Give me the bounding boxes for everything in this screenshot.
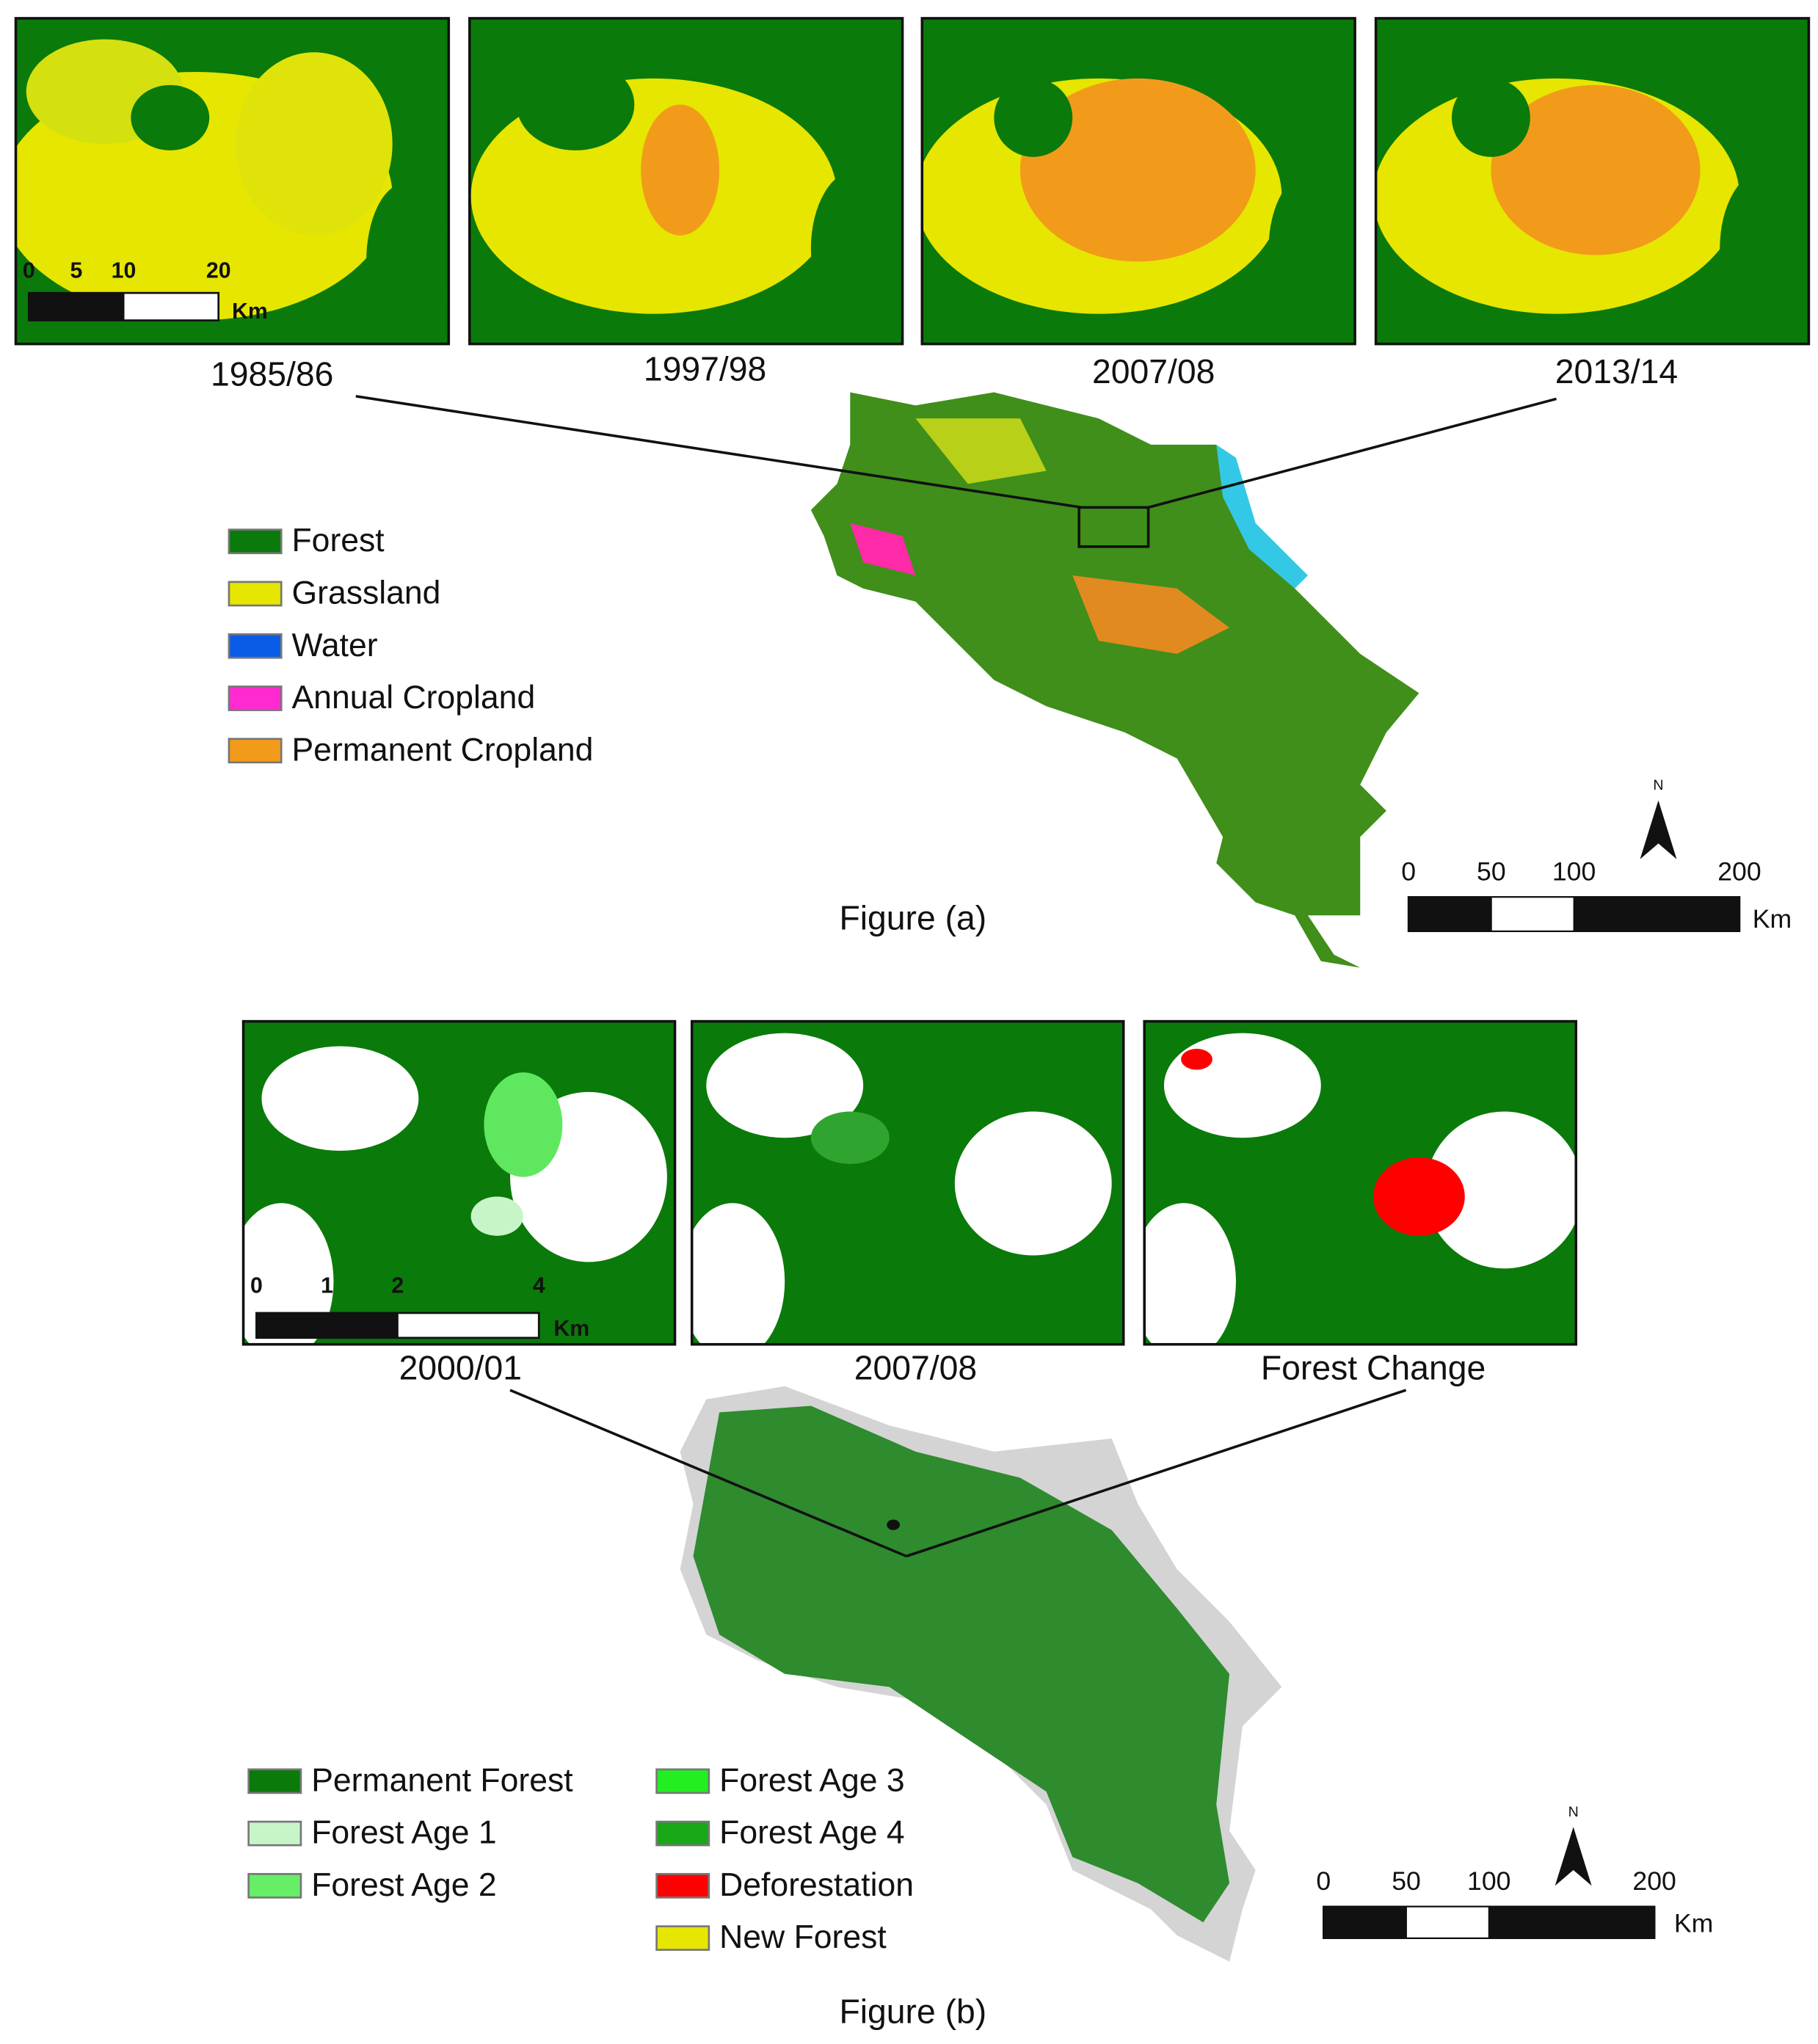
legend-swatch [228,685,283,711]
legend-label: Forest Age 3 [719,1762,904,1798]
scale-tick-label: 100 [1467,1866,1510,1896]
legend-swatch [228,528,283,555]
scale-tick-label: 0 [23,259,35,283]
scale-unit: Km [1753,904,1792,934]
legend-label: Grassland [291,575,440,611]
panel-a-1985 [15,18,449,344]
scale-tick-label: 50 [1392,1866,1421,1896]
scale-tick-label: 200 [1717,857,1761,887]
legend-label: Forest [291,523,385,559]
panel-b-2000 [243,1021,675,1345]
panel-a-2007 [922,18,1356,344]
map-b-marker [887,1519,901,1530]
caption: Figure (a) [839,899,986,937]
panel-label: 1997/98 [644,349,766,388]
scale-segment [326,1312,399,1339]
legend-swatch [247,1820,302,1847]
leader-line [906,1389,1407,1558]
scale-tick-label: 5 [70,259,82,283]
legend-label: Forest Age 2 [311,1867,496,1903]
inset-box [1077,506,1150,548]
scale-segment [1573,896,1740,932]
panel-frame [690,1019,1125,1346]
panel-frame [241,1019,677,1346]
scale-tick-label: 2 [391,1273,404,1298]
panel-b-2007 [691,1021,1124,1345]
legend-label: Forest Age 1 [311,1815,496,1851]
scale-tick-label: 200 [1632,1866,1676,1896]
map-a-coast [1216,444,1308,589]
leader-line [355,395,1082,509]
legend-label: Water [291,628,377,663]
legend-swatch [228,581,283,607]
scale-segment [1406,1906,1490,1939]
legend-label: Forest Age 4 [719,1815,904,1851]
panel-frame [14,17,451,346]
panel-label: 2007/08 [1092,352,1215,390]
scale-tick-label: 1 [321,1273,333,1298]
scale-segment [1490,896,1575,932]
north-label: N [1568,1804,1579,1820]
scale-segment [123,292,219,321]
scale-tick-label: 20 [206,259,231,283]
panel-frame [920,17,1356,346]
scale-segment [1323,1906,1407,1939]
legend-swatch [655,1768,710,1794]
scale-unit: Km [232,299,268,324]
leader-line [509,1389,907,1558]
scale-tick-label: 0 [250,1273,263,1298]
scale-unit: Km [1674,1908,1713,1938]
panel-frame [468,17,904,346]
legend-swatch [228,738,283,764]
north-arrow: N [1555,1804,1592,1886]
map-a-grass [915,418,1047,484]
scale-segment [1408,896,1492,932]
legend-swatch [247,1873,302,1899]
leader-line [1148,397,1557,509]
scale-tick-label: 100 [1552,857,1596,887]
scale-tick-label: 10 [112,259,137,283]
legend-label: New Forest [719,1919,887,1955]
map-a [810,392,1419,968]
scale-segment [255,1312,328,1339]
scale-segment [1488,1906,1656,1939]
map-b-forest [693,1405,1230,1923]
scale-segment [28,292,77,321]
legend-swatch [655,1925,710,1952]
panel-label: 1985/86 [211,354,333,393]
legend-label: Permanent Forest [311,1762,573,1798]
panel-a-1997 [469,18,903,344]
panel-b-change [1144,1021,1577,1345]
panel-frame [1143,1019,1578,1346]
legend-label: Annual Cropland [291,680,535,716]
panel-a-2013 [1375,18,1809,344]
scale-segment [76,292,125,321]
map-a-crop [850,523,916,576]
legend-swatch [247,1768,302,1794]
scale-unit: Km [553,1317,589,1341]
north-label: N [1653,777,1663,793]
legend-swatch [655,1873,710,1899]
legend: Forest Grassland Water Annual Cropland Perma… [228,523,593,768]
panel-frame [1374,17,1811,346]
caption: Figure (b) [839,1992,986,2030]
scale-tick-label: 4 [533,1273,545,1298]
scale-tick-label: 50 [1477,857,1506,887]
panel-label: Forest Change [1261,1349,1486,1387]
panel-label: 2013/14 [1555,352,1678,390]
legend-swatch [228,633,283,659]
legend: Permanent Forest Forest Age 1 Forest Age 2… [247,1762,914,1955]
scale-tick-label: 0 [1401,857,1416,887]
legend-label: Deforestation [719,1867,914,1903]
panel-label: 2007/08 [854,1349,977,1387]
legend-swatch [655,1820,710,1847]
map-a-crop [1072,575,1230,654]
scale-segment [396,1312,540,1339]
scale-tick-label: 0 [1316,1866,1331,1896]
panel-label: 2000/01 [399,1349,522,1387]
legend-label: Permanent Cropland [291,732,593,768]
north-arrow: N [1640,777,1677,859]
